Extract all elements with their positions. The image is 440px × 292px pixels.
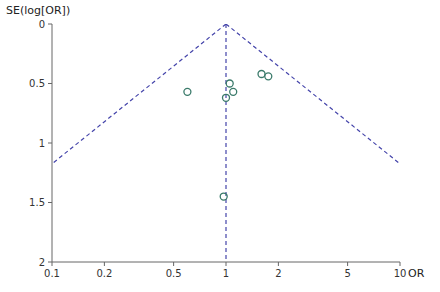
x-tick-label: 0.5 [166,268,182,279]
plot-area [52,24,400,262]
x-tick-label: 10 [394,268,407,279]
point [220,193,227,200]
x-tick [104,262,105,266]
chart-container: 0.1 0.2 0.5 1 2 5 10 0 0.5 1 1.5 2 SE(log[OR]) OR [0,0,440,292]
point [226,80,233,87]
x-tick [52,262,53,266]
y-tick-label: 1 [39,138,45,149]
x-tick [278,262,279,266]
x-tick-label: 1 [223,268,229,279]
x-tick [173,262,174,266]
x-tick [347,262,348,266]
x-axis-label: OR [408,267,425,280]
point [258,70,265,77]
y-tick-label: 0.5 [29,78,45,89]
y-tick [48,262,52,263]
point [223,94,230,101]
y-tick [48,83,52,84]
chart-svg: 0.1 0.2 0.5 1 2 5 10 0 0.5 1 1.5 2 SE(log[OR]) OR [0,0,440,292]
y-tick-label: 0 [39,19,45,30]
y-axis-label: SE(log[OR]) [6,4,70,17]
x-tick-label: 5 [344,268,350,279]
point [230,88,237,95]
funnel-right [226,24,400,262]
y-tick [48,24,52,25]
y-tick [48,202,52,203]
reference-line [225,24,226,262]
point [184,88,191,95]
y-tick-label: 1.5 [29,197,45,208]
x-tick-label: 0.1 [44,268,60,279]
funnel-left [52,24,226,262]
x-tick-label: 2 [275,268,281,279]
point [265,73,272,80]
x-tick-label: 0.2 [96,268,112,279]
x-tick [400,262,401,266]
x-tick [226,262,227,266]
y-tick [48,143,52,144]
y-tick-label: 2 [39,257,45,268]
